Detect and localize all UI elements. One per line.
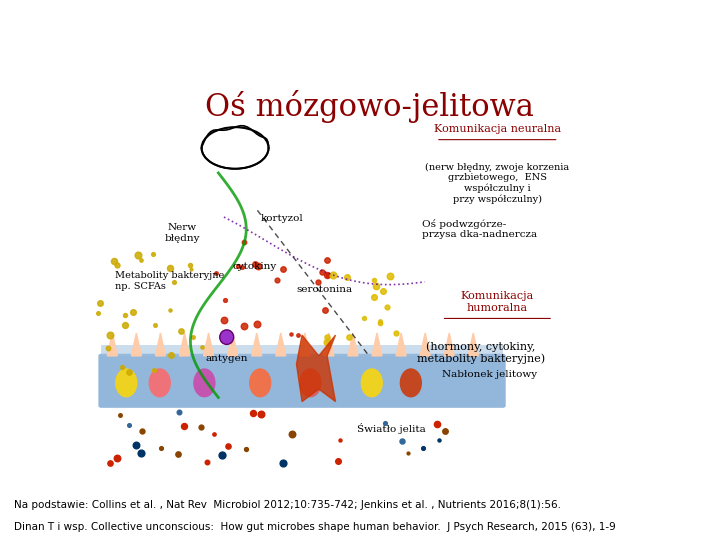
Text: cytokiny: cytokiny xyxy=(233,262,276,271)
Text: (hormony, cytokiny,
metabolity bakteryjne): (hormony, cytokiny, metabolity bakteryjn… xyxy=(417,341,544,364)
Polygon shape xyxy=(297,335,336,402)
Ellipse shape xyxy=(148,368,171,397)
Ellipse shape xyxy=(202,127,269,168)
Text: Światło jelita: Światło jelita xyxy=(357,423,426,434)
Ellipse shape xyxy=(220,330,234,345)
Polygon shape xyxy=(179,333,189,356)
Ellipse shape xyxy=(115,368,138,397)
Polygon shape xyxy=(468,333,478,356)
Text: serotonina: serotonina xyxy=(297,285,352,294)
Text: Komunikacja
humoralna: Komunikacja humoralna xyxy=(461,291,534,313)
Ellipse shape xyxy=(193,368,215,397)
Polygon shape xyxy=(252,333,262,356)
Polygon shape xyxy=(107,333,117,356)
Polygon shape xyxy=(300,333,310,356)
Text: Nerw
błędny: Nerw błędny xyxy=(164,224,200,243)
Ellipse shape xyxy=(400,368,422,397)
Text: Nabłonek jelitowy: Nabłonek jelitowy xyxy=(441,370,536,379)
Text: (nerw błędny, zwoje korzenia
grzbietowego,  ENS
współczulny i
przy współczulny): (nerw błędny, zwoje korzenia grzbietoweg… xyxy=(426,163,570,204)
FancyBboxPatch shape xyxy=(99,354,505,408)
Text: Oś mózgowo-jelitowa: Oś mózgowo-jelitowa xyxy=(204,90,534,123)
Polygon shape xyxy=(324,333,334,356)
Ellipse shape xyxy=(300,368,322,397)
Polygon shape xyxy=(204,333,214,356)
Text: Na podstawie: Collins et al. , Nat Rev  Microbiol 2012;10:735-742; Jenkins et al: Na podstawie: Collins et al. , Nat Rev M… xyxy=(14,500,562,510)
Polygon shape xyxy=(348,333,358,356)
Polygon shape xyxy=(228,333,238,356)
Polygon shape xyxy=(372,333,382,356)
Text: kortyzol: kortyzol xyxy=(261,214,304,223)
Text: Komunikacja neuralna: Komunikacja neuralna xyxy=(433,124,561,134)
Text: antygen: antygen xyxy=(205,354,248,363)
Polygon shape xyxy=(156,333,166,356)
Text: Oś podwzgórze-
przysa dka-nadnercza: Oś podwzgórze- przysa dka-nadnercza xyxy=(422,219,537,239)
Bar xyxy=(101,346,503,356)
Polygon shape xyxy=(131,333,141,356)
Text: Dinan T i wsp. Collective unconscious:  How gut microbes shape human behavior.  : Dinan T i wsp. Collective unconscious: H… xyxy=(14,522,616,532)
Text: Metabolity bakteryjne
np. SCFAs: Metabolity bakteryjne np. SCFAs xyxy=(115,271,225,291)
Polygon shape xyxy=(444,333,454,356)
Ellipse shape xyxy=(361,368,383,397)
Polygon shape xyxy=(420,333,430,356)
Polygon shape xyxy=(276,333,286,356)
Polygon shape xyxy=(396,333,406,356)
Ellipse shape xyxy=(249,368,271,397)
